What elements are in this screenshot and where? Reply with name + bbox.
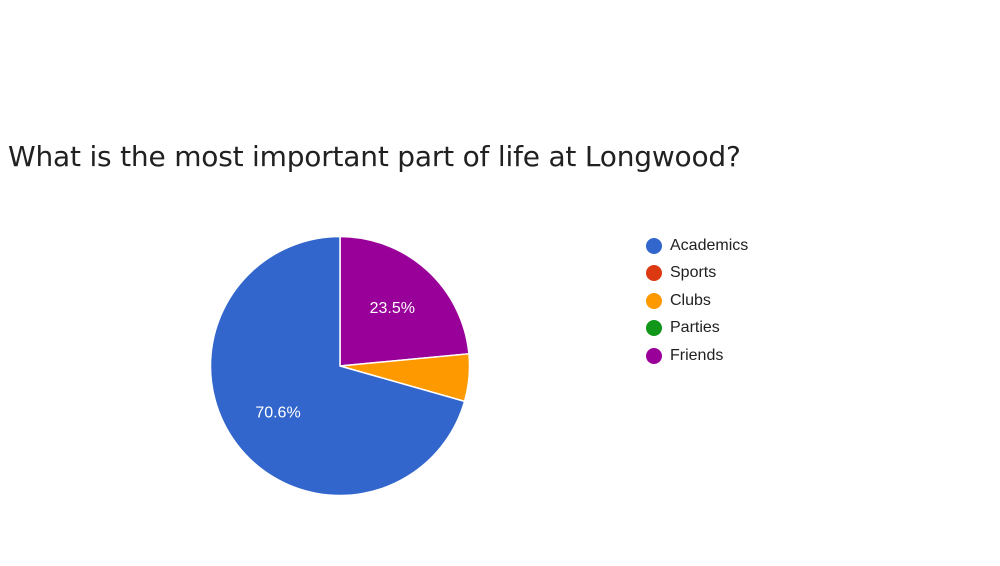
legend-swatch-clubs — [646, 292, 662, 309]
legend-swatch-academics — [646, 237, 662, 254]
legend-swatch-parties — [646, 320, 662, 337]
legend-label-clubs: Clubs — [670, 291, 711, 309]
chart-title: What is the most important part of life … — [8, 140, 741, 173]
legend-label-friends: Friends — [670, 346, 724, 364]
legend-item-friends[interactable]: Friends — [646, 342, 748, 370]
slice-label-academics: 70.6% — [255, 404, 300, 421]
legend-label-academics: Academics — [670, 236, 749, 254]
legend-item-academics[interactable]: Academics — [646, 232, 748, 260]
legend-item-parties[interactable]: Parties — [646, 315, 748, 343]
legend-item-sports[interactable]: Sports — [646, 260, 748, 288]
pie-slices — [209, 235, 471, 497]
pie-slice-academics[interactable] — [209, 235, 466, 497]
legend-item-clubs[interactable]: Clubs — [646, 287, 748, 315]
legend: Academics Sports Clubs Parties Friends — [646, 232, 748, 370]
pie-slice-labels: 23.5% 70.6% — [255, 300, 415, 421]
legend-swatch-friends — [646, 347, 662, 364]
slice-label-friends: 23.5% — [370, 300, 415, 317]
legend-label-parties: Parties — [670, 319, 720, 337]
legend-label-sports: Sports — [670, 264, 717, 282]
pie-slice-friends[interactable] — [339, 235, 470, 367]
legend-swatch-sports — [646, 265, 662, 282]
